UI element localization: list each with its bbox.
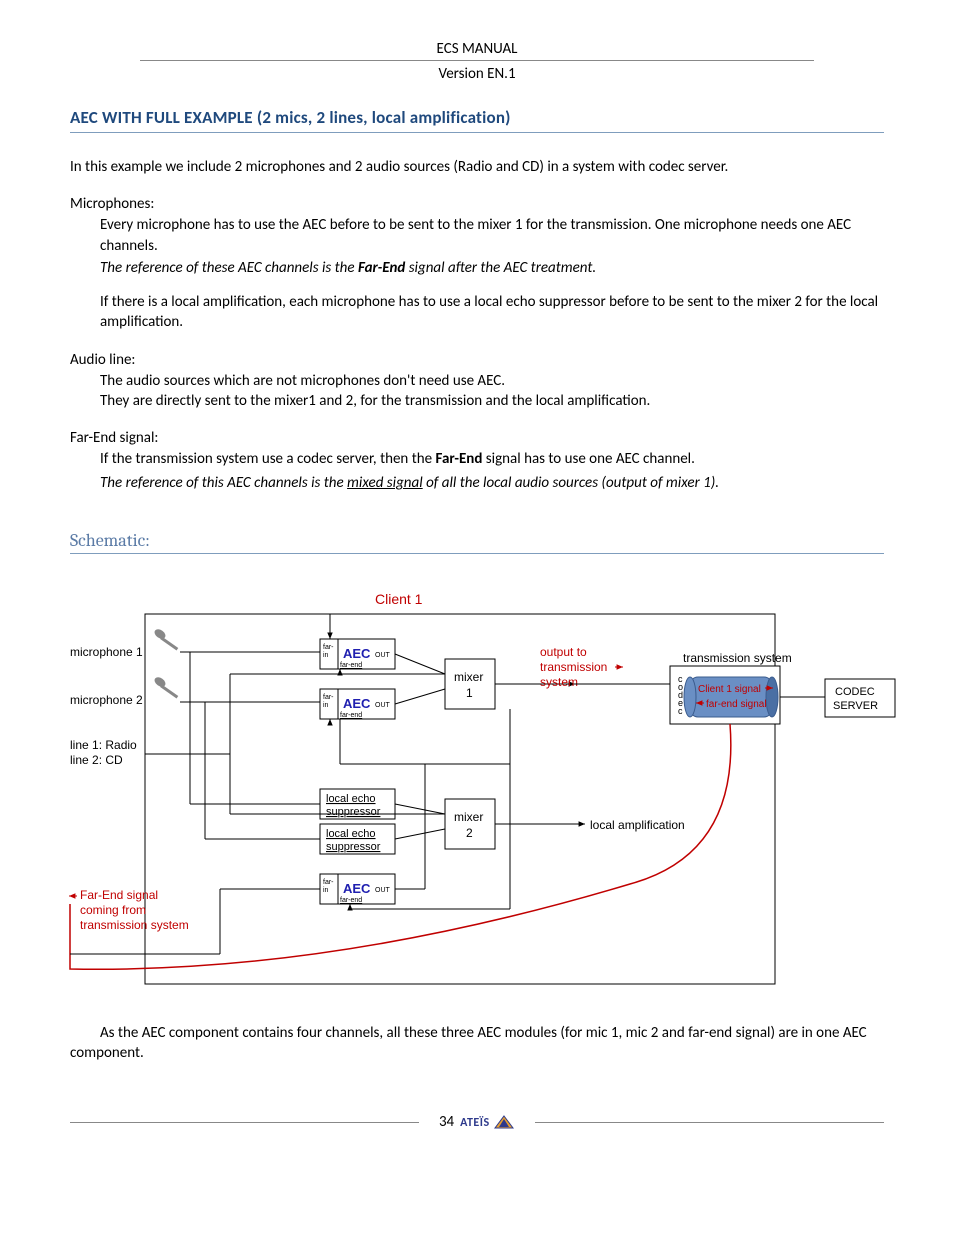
svg-text:coming from: coming from — [80, 903, 146, 917]
far-p1b: Far-End — [435, 450, 482, 468]
brand-text: ATEÏS — [460, 1116, 490, 1130]
schematic-diagram: Client 1 microphone 1 microphone 2 line 1: … — [30, 574, 884, 999]
svg-text:SERVER: SERVER — [833, 700, 878, 712]
svg-text:far-end: far-end — [340, 712, 362, 719]
mic-p2c: signal after the AEC treatment. — [405, 259, 596, 277]
svg-text:in: in — [323, 887, 329, 894]
svg-text:Client 1 signal: Client 1 signal — [698, 684, 761, 695]
svg-text:line 2: CD: line 2: CD — [70, 753, 123, 767]
far-p2b: mixed signal — [347, 474, 423, 492]
svg-text:line 1: Radio: line 1: Radio — [70, 738, 137, 752]
svg-text:far-: far- — [323, 694, 334, 701]
footer-rule-left — [70, 1122, 419, 1123]
microphones-label: Microphones: — [70, 195, 884, 213]
svg-text:2: 2 — [466, 826, 473, 840]
svg-text:output to: output to — [540, 645, 587, 659]
svg-text:microphone 1: microphone 1 — [70, 645, 143, 659]
far-p1a: If the transmission system use a codec s… — [100, 450, 435, 468]
svg-text:Far-End signal: Far-End signal — [80, 888, 158, 902]
svg-text:CODEC: CODEC — [835, 686, 875, 698]
mic-paragraph-1: Every microphone has to use the AEC befo… — [100, 215, 884, 256]
far-paragraph-2: The reference of this AEC channels is th… — [100, 473, 884, 493]
schematic-heading: Schematic: — [70, 530, 884, 554]
doc-version: Version EN.1 — [70, 65, 884, 83]
svg-text:OUT: OUT — [375, 652, 391, 659]
svg-text:transmission system: transmission system — [683, 651, 792, 665]
farend-label: Far-End signal: — [70, 429, 884, 447]
svg-text:OUT: OUT — [375, 887, 391, 894]
intro-paragraph: In this example we include 2 microphones… — [70, 157, 884, 177]
mic-paragraph-2: The reference of these AEC channels is t… — [100, 258, 884, 278]
svg-text:OUT: OUT — [375, 702, 391, 709]
svg-text:system: system — [540, 675, 578, 689]
svg-text:local echo: local echo — [326, 793, 376, 805]
far-p1c: signal has to use one AEC channel. — [482, 450, 695, 468]
svg-text:c: c — [678, 706, 683, 716]
svg-text:far-end: far-end — [340, 662, 362, 669]
mic-p2b: Far-End — [358, 259, 405, 277]
svg-text:far-end: far-end — [340, 897, 362, 904]
svg-text:Client 1: Client 1 — [375, 591, 423, 607]
page-number: 34 — [439, 1113, 454, 1131]
audio-paragraph-1: The audio sources which are not micropho… — [100, 371, 884, 391]
audio-line-label: Audio line: — [70, 351, 884, 369]
mic-paragraph-3: If there is a local amplification, each … — [100, 292, 884, 333]
section-heading: AEC WITH FULL EXAMPLE (2 mics, 2 lines, … — [70, 107, 884, 133]
svg-text:AEC: AEC — [343, 696, 371, 711]
svg-text:in: in — [323, 702, 329, 709]
svg-text:in: in — [323, 652, 329, 659]
svg-text:far-: far- — [323, 879, 334, 886]
doc-title: ECS MANUAL — [140, 40, 814, 61]
svg-text:1: 1 — [466, 686, 473, 700]
footer-rule-right — [535, 1122, 884, 1123]
far-p2a: The reference of this AEC channels is th… — [100, 474, 347, 492]
svg-text:local echo: local echo — [326, 828, 376, 840]
mic-p2a: The reference of these AEC channels is t… — [100, 259, 358, 277]
svg-text:transmission: transmission — [540, 660, 607, 674]
svg-text:AEC: AEC — [343, 881, 371, 896]
page-footer: 34 ATEÏS — [70, 1113, 884, 1131]
svg-text:far-: far- — [323, 644, 334, 651]
svg-text:far-end signal: far-end signal — [706, 699, 767, 710]
brand-icon — [493, 1115, 515, 1129]
svg-text:mixer: mixer — [454, 670, 483, 684]
closing-paragraph: As the AEC component contains four chann… — [70, 1023, 884, 1064]
svg-text:suppressor: suppressor — [326, 841, 381, 853]
svg-text:suppressor: suppressor — [326, 806, 381, 818]
svg-text:local amplification: local amplification — [590, 818, 685, 832]
svg-text:mixer: mixer — [454, 810, 483, 824]
far-p2c: of all the local audio sources (output o… — [423, 474, 719, 492]
svg-text:transmission system: transmission system — [80, 918, 189, 932]
svg-text:microphone 2: microphone 2 — [70, 693, 143, 707]
far-paragraph-1: If the transmission system use a codec s… — [100, 449, 884, 469]
svg-text:AEC: AEC — [343, 646, 371, 661]
brand-logo: ATEÏS — [460, 1113, 515, 1131]
audio-paragraph-2: They are directly sent to the mixer1 and… — [100, 391, 884, 411]
